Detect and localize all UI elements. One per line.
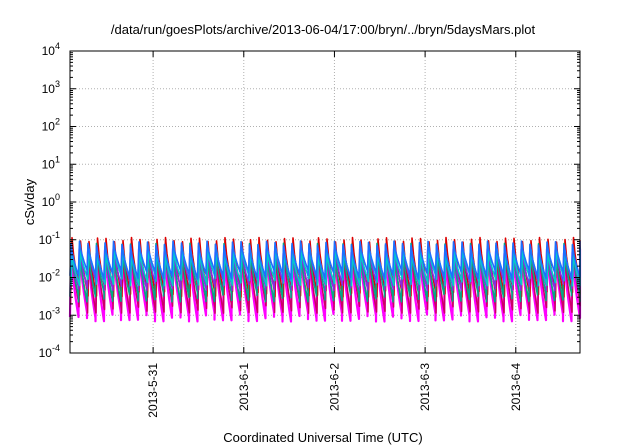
y-tick-label: 10-2 <box>39 268 60 285</box>
y-tick-label: 101 <box>42 154 60 171</box>
y-tick-label: 10-3 <box>39 305 60 322</box>
y-tick-label: 104 <box>42 41 60 58</box>
y-tick-label: 10-4 <box>39 343 60 360</box>
y-tick-label: 103 <box>42 79 60 96</box>
chart-title: /data/run/goesPlots/archive/2013-06-04/1… <box>111 22 536 37</box>
series-line <box>69 242 581 303</box>
x-tick-label: 2013-6-4 <box>509 363 523 411</box>
x-axis-label: Coordinated Universal Time (UTC) <box>223 430 422 445</box>
x-tick-label: 2013-5-31 <box>146 363 160 418</box>
y-tick-label: 100 <box>42 192 60 209</box>
y-tick-label: 102 <box>42 117 60 134</box>
series-layer <box>68 236 582 323</box>
x-tick-label: 2013-6-2 <box>327 363 341 411</box>
ticks: 10-4 10-3 10-2 10-1 100 101 102 103 104 2013-5-31… <box>39 41 580 418</box>
y-tick-label: 10-1 <box>39 230 60 247</box>
x-tick-label: 2013-6-1 <box>237 363 251 411</box>
x-tick-label: 2013-6-3 <box>418 363 432 411</box>
series-line <box>69 240 581 280</box>
y-axis-label: cSv/day <box>22 178 37 225</box>
